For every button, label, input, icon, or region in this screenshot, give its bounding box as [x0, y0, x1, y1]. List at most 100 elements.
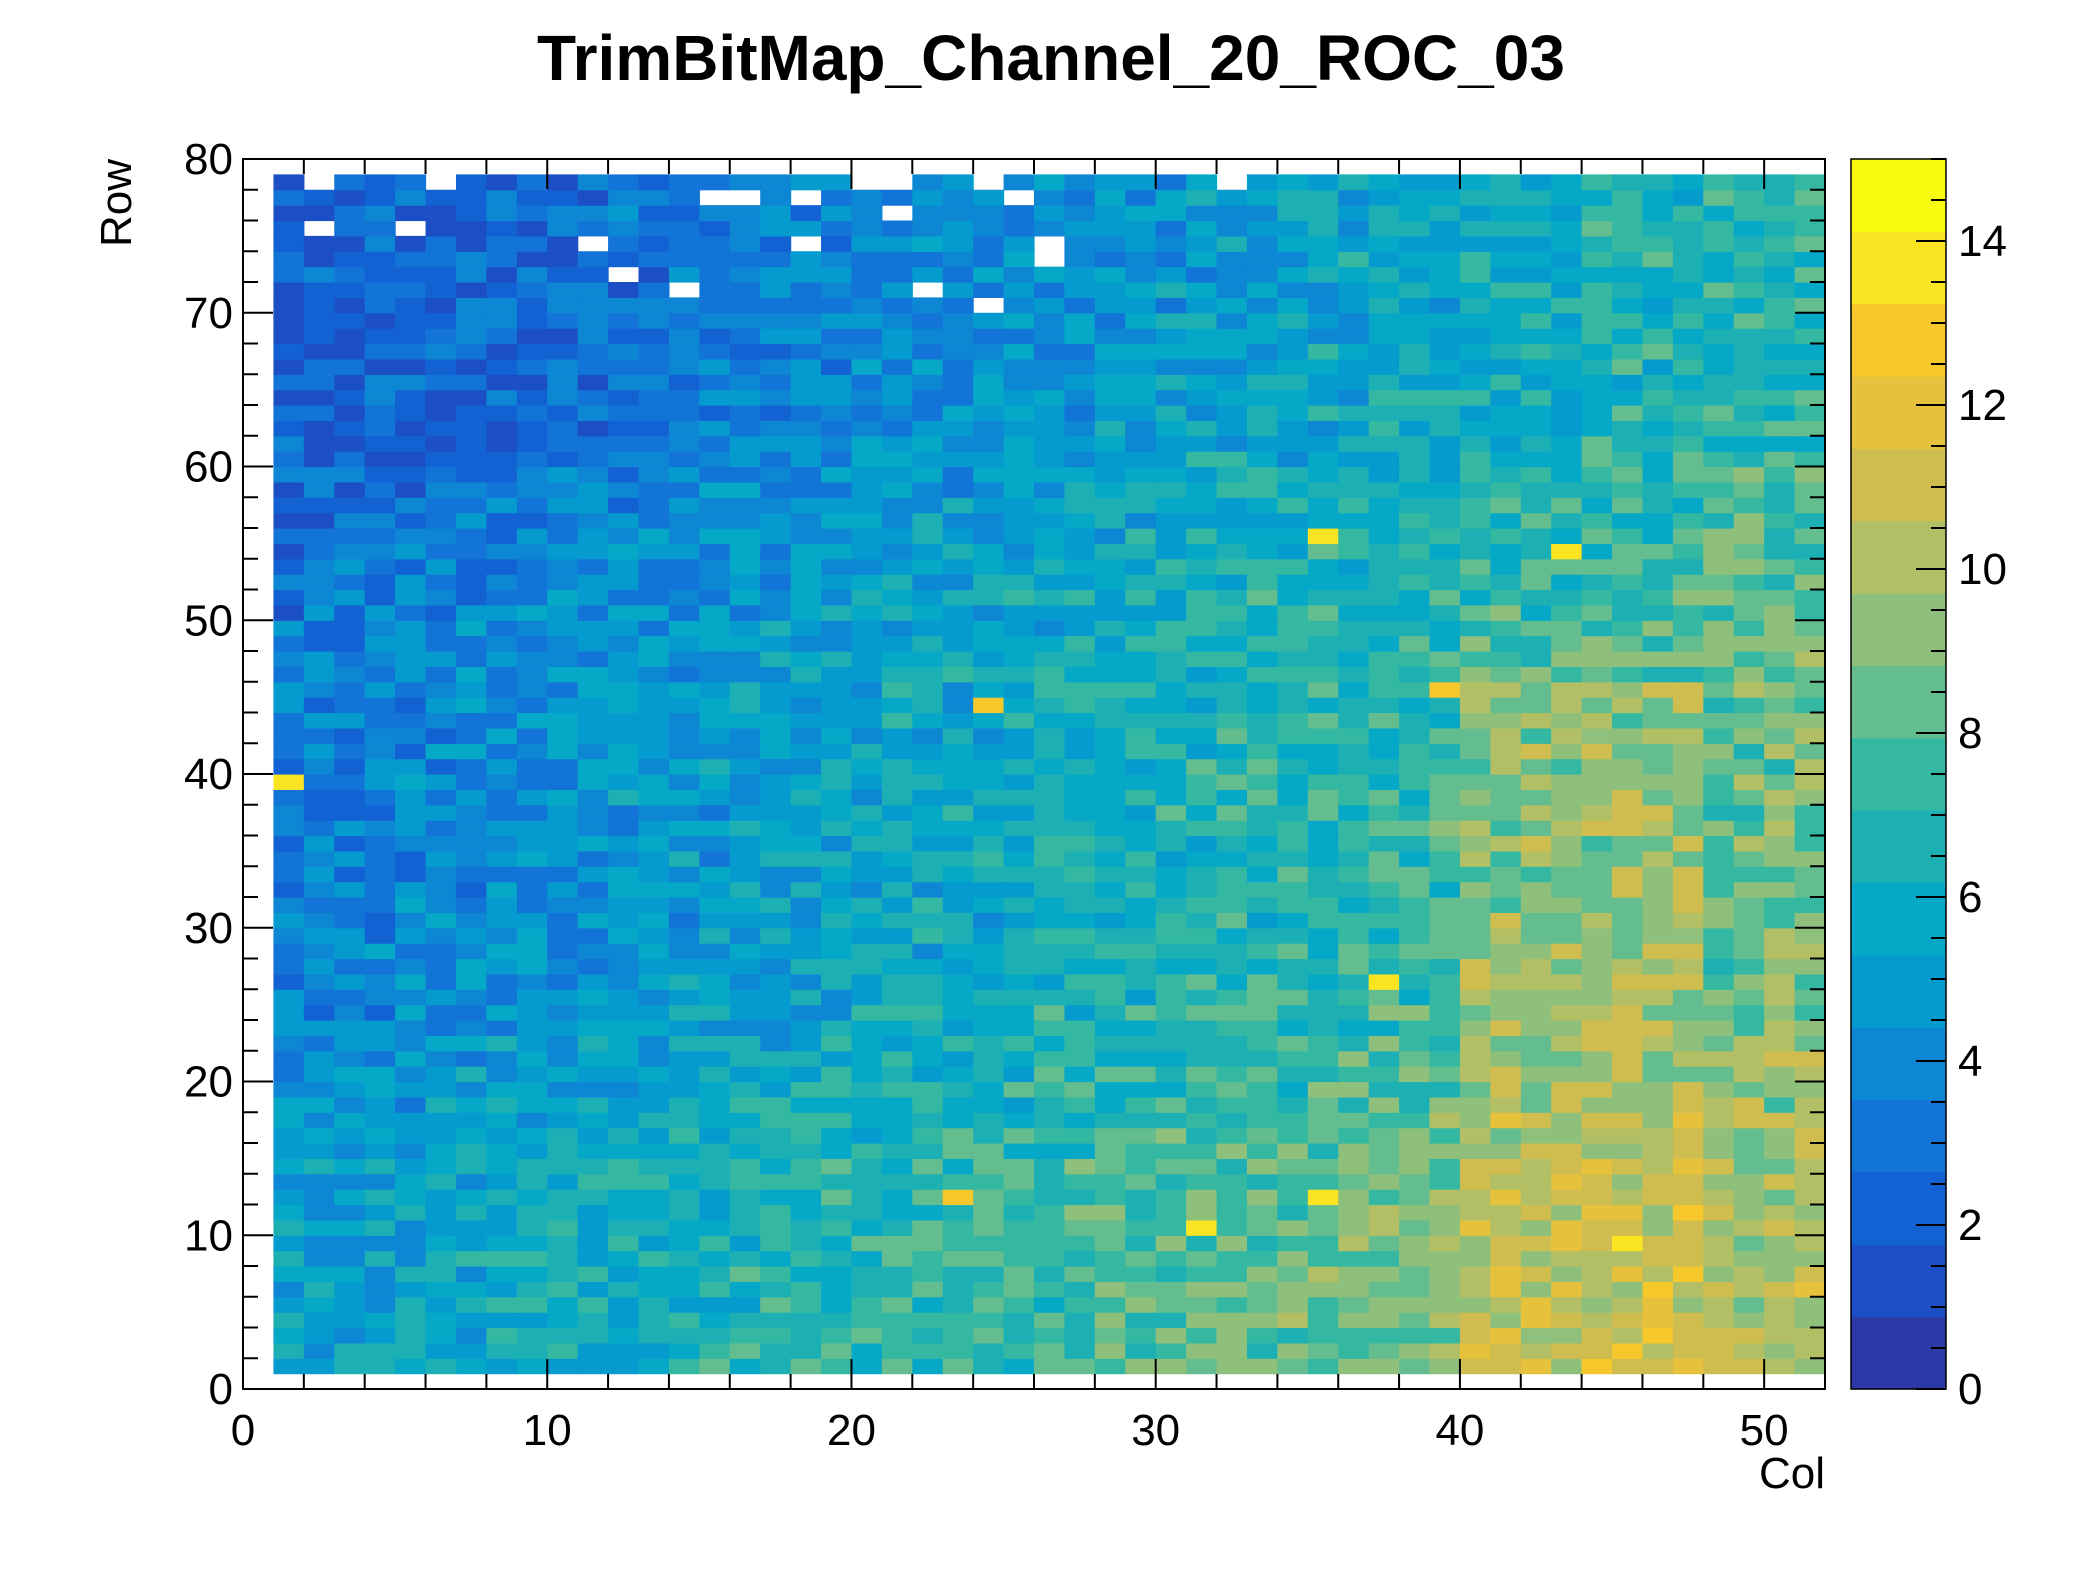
heatmap-cell: [1733, 758, 1765, 775]
heatmap-cell: [973, 1342, 1005, 1359]
heatmap-cell: [942, 1143, 974, 1159]
heatmap-cell: [851, 774, 883, 790]
x-tick-label: 40: [1435, 1406, 1484, 1455]
heatmap-cell: [912, 1342, 944, 1359]
heatmap-cell: [1003, 1189, 1035, 1206]
heatmap-cell: [1581, 758, 1613, 775]
heatmap-cell: [790, 1127, 822, 1144]
heatmap-cell: [1186, 651, 1218, 667]
heatmap-cell: [1551, 804, 1583, 821]
heatmap-cell: [1368, 804, 1400, 821]
heatmap-cell: [1551, 266, 1583, 283]
heatmap-cell: [1003, 481, 1035, 498]
heatmap-cell: [273, 743, 305, 760]
heatmap-cell: [1186, 1281, 1218, 1298]
heatmap-cell: [577, 1219, 609, 1236]
heatmap-cell: [273, 989, 305, 1006]
heatmap-cell: [577, 1081, 609, 1098]
heatmap-cell: [1733, 1158, 1765, 1175]
heatmap-cell: [1642, 220, 1674, 237]
heatmap-cell: [912, 866, 944, 883]
heatmap-cell: [668, 589, 700, 606]
heatmap-cell: [760, 604, 792, 621]
heatmap-cell: [547, 1204, 579, 1221]
heatmap-cell: [1764, 1250, 1796, 1267]
heatmap-cell: [1764, 1020, 1796, 1036]
heatmap-cell: [1733, 543, 1765, 560]
heatmap-cell: [486, 466, 518, 483]
heatmap-cell: [1612, 343, 1644, 360]
heatmap-cell: [1034, 712, 1066, 729]
heatmap-cell: [942, 835, 974, 852]
heatmap-cell: [1277, 1050, 1309, 1067]
heatmap-cell: [1612, 328, 1644, 345]
heatmap-cell: [1277, 681, 1309, 698]
heatmap-cell: [1520, 727, 1552, 744]
heatmap-cell: [425, 1050, 457, 1067]
heatmap-cell: [1034, 1035, 1066, 1052]
heatmap-cell: [1338, 1127, 1370, 1144]
heatmap-cell: [760, 1342, 792, 1359]
heatmap-cell: [760, 697, 792, 714]
heatmap-cell: [1520, 589, 1552, 606]
heatmap-cell: [973, 420, 1005, 437]
heatmap-cell: [912, 1050, 944, 1067]
heatmap-cell: [851, 1235, 883, 1252]
heatmap-cell: [729, 973, 761, 990]
heatmap-cell: [729, 1358, 761, 1375]
heatmap-cell: [577, 1266, 609, 1282]
heatmap-cell: [1520, 312, 1552, 329]
heatmap-cell: [1307, 558, 1339, 575]
heatmap-cell: [1368, 389, 1400, 406]
heatmap-cell: [1155, 297, 1187, 314]
heatmap-cell: [1581, 543, 1613, 560]
heatmap-cell: [1307, 820, 1339, 837]
heatmap-cell: [638, 804, 670, 821]
heatmap-cell: [1338, 1235, 1370, 1252]
heatmap-cell: [1612, 558, 1644, 575]
heatmap-cell: [273, 789, 305, 806]
heatmap-cell: [668, 481, 700, 498]
heatmap-cell: [1551, 389, 1583, 406]
heatmap-cell: [425, 897, 457, 913]
heatmap-cell: [912, 1004, 944, 1021]
heatmap-cell: [1003, 343, 1035, 360]
heatmap-cell: [1764, 927, 1796, 944]
heatmap-cell: [1429, 697, 1461, 714]
heatmap-cell: [1703, 343, 1735, 360]
heatmap-cell: [516, 973, 548, 990]
heatmap-cell: [942, 251, 974, 268]
heatmap-cell: [1672, 343, 1704, 360]
heatmap-cell: [1581, 312, 1613, 329]
heatmap-cell: [1368, 1050, 1400, 1067]
heatmap-cell: [1094, 1173, 1126, 1190]
heatmap-cell: [1429, 235, 1461, 252]
heatmap-cell: [334, 235, 366, 252]
heatmap-cell: [395, 850, 427, 867]
heatmap-cell: [1733, 420, 1765, 437]
heatmap-cell: [1125, 312, 1157, 329]
heatmap-cell: [699, 743, 731, 760]
heatmap-cell: [1612, 804, 1644, 821]
heatmap-cell: [1186, 435, 1218, 452]
heatmap-cell: [303, 1204, 335, 1221]
heatmap-cell: [547, 1173, 579, 1190]
heatmap-cell: [790, 1096, 822, 1113]
heatmap-cell: [851, 1219, 883, 1236]
heatmap-cell: [1490, 266, 1522, 283]
heatmap-cell: [1490, 1081, 1522, 1098]
heatmap-cell: [1125, 435, 1157, 452]
heatmap-cell: [821, 543, 853, 560]
heatmap-cell: [425, 604, 457, 621]
heatmap-cell: [1277, 881, 1309, 898]
heatmap-cell: [334, 466, 366, 483]
heatmap-cell: [395, 1312, 427, 1329]
heatmap-cell: [1764, 1112, 1796, 1129]
heatmap-cell: [486, 405, 518, 421]
heatmap-cell: [1034, 389, 1066, 406]
heatmap-cell: [395, 1020, 427, 1036]
heatmap-cell: [273, 328, 305, 345]
heatmap-cell: [881, 389, 913, 406]
heatmap-cell: [516, 604, 548, 621]
heatmap-cell: [760, 1143, 792, 1159]
